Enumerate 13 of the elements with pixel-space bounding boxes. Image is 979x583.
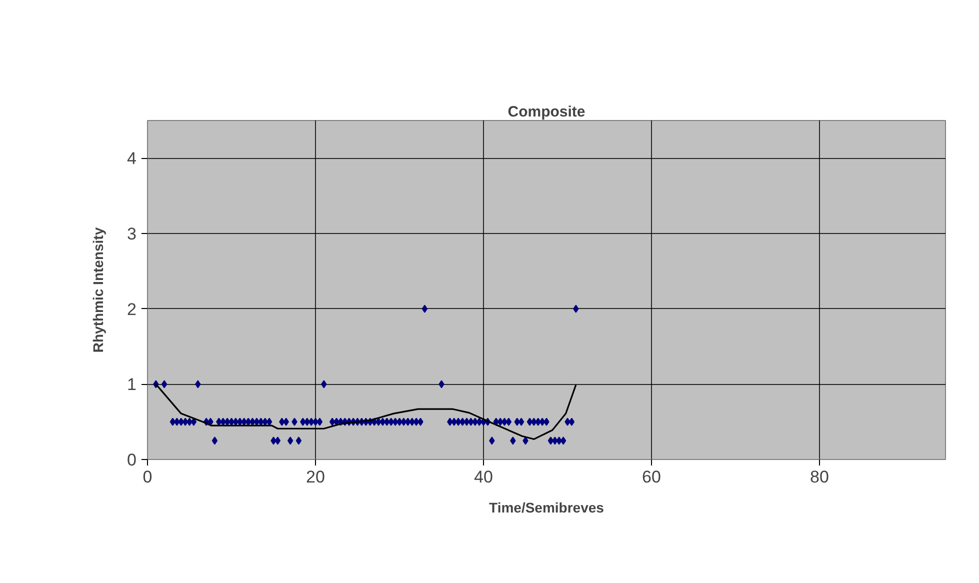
y-tick-label: 0 [127, 450, 137, 470]
y-axis-title: Rhythmic Intensity [90, 227, 106, 353]
y-tick-label: 4 [127, 149, 137, 168]
x-axis-title: Time/Semibreves [489, 500, 604, 516]
y-tick-label: 1 [127, 375, 137, 394]
x-tick-label: 60 [642, 468, 661, 486]
x-tick-label: 40 [474, 468, 493, 486]
y-tick-label: 3 [127, 224, 137, 244]
y-tick-label: 2 [127, 300, 137, 319]
x-tick-label: 80 [810, 468, 829, 486]
x-tick-label: 20 [306, 468, 325, 486]
chart-title: Composite [508, 104, 586, 120]
x-tick-label: 0 [142, 468, 152, 486]
